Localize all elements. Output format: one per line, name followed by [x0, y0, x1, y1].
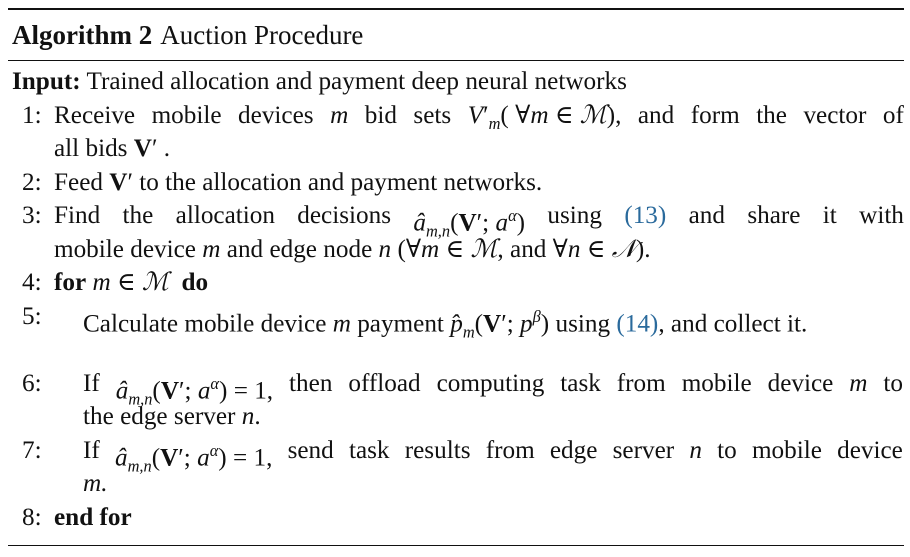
- step-8: 8: end for: [8, 501, 904, 535]
- step-number: 6:: [22, 369, 42, 397]
- citation-link[interactable]: (14): [616, 309, 659, 337]
- step-1: 1: Receive mobile devices m bid sets V′m( ∀m ∈…: [8, 99, 904, 133]
- step-number: 4:: [22, 269, 42, 296]
- end-for: end for: [54, 503, 132, 531]
- step-7-cont: m.: [83, 470, 108, 497]
- input-text: Trained allocation and payment deep neur…: [86, 68, 627, 95]
- step-number: 1:: [22, 101, 42, 129]
- step-3: 3: Find the allocation decisions âm,n(V′; aα…: [8, 199, 904, 240]
- input-label: Input:: [12, 68, 81, 95]
- step-4: 4: for m ∈ ℳ do: [8, 266, 904, 300]
- algorithm-block: Algorithm 2 Auction Procedure Input: Tra…: [8, 8, 904, 534]
- algorithm-label: Algorithm 2: [12, 19, 153, 50]
- step-7: 7: If âm,n(V′; aα) = 1, send task results fro…: [8, 434, 904, 475]
- step-2: 2: Feed V′ to the allocation and payment…: [8, 166, 904, 200]
- caption-rule: [8, 60, 904, 61]
- step-3-cont: mobile device m and edge node n (∀m ∈ ℳ,…: [54, 235, 651, 263]
- top-rule: [8, 8, 904, 10]
- step-number: 8:: [22, 503, 42, 531]
- step-number: 3:: [22, 202, 42, 229]
- bottom-rule: [8, 545, 904, 546]
- step-number: 5:: [22, 302, 42, 330]
- input-line: Input: Trained allocation and payment de…: [8, 65, 904, 99]
- citation-link[interactable]: (13): [624, 202, 667, 229]
- step-6-cont: the edge server n.: [83, 403, 261, 430]
- step-number: 7:: [22, 436, 42, 464]
- algorithm-title: Auction Procedure: [160, 19, 364, 50]
- algorithm-body: Input: Trained allocation and payment de…: [8, 61, 904, 534]
- step-text: Receive mobile devices m bid sets V′m( ∀m ∈ ℳ)…: [54, 101, 904, 133]
- algorithm-caption: Algorithm 2 Auction Procedure: [8, 10, 904, 60]
- step-6: 6: If âm,n(V′; aα) = 1, then offload computi…: [8, 367, 904, 408]
- step-1-cont: all bids V′ .: [54, 135, 171, 162]
- step-number: 2:: [22, 168, 42, 196]
- step-5: 5: Calculate mobile device m payment p̂m…: [8, 300, 904, 341]
